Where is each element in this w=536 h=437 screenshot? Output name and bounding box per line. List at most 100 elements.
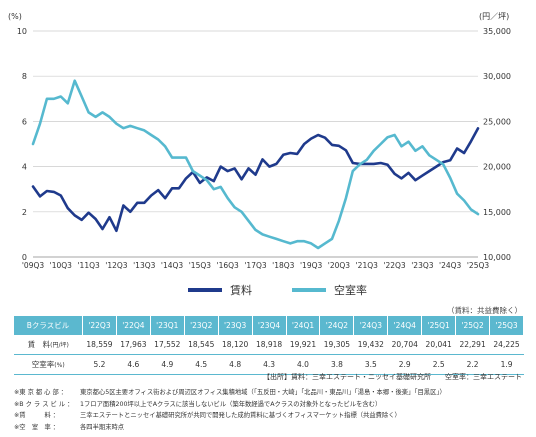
x-tick-label: '21Q3 — [356, 261, 379, 270]
table-cell: 19,921 — [286, 335, 320, 355]
table-header-quarter: '25Q3 — [489, 316, 524, 335]
series-line-rent — [31, 127, 480, 233]
table-cell: 19,305 — [319, 335, 354, 355]
x-tick-label: '17Q3 — [244, 261, 267, 270]
left-tick-label: 4 — [22, 163, 27, 172]
table-header-quarter: '24Q1 — [286, 316, 321, 335]
legend-label-rent: 賃料 — [230, 284, 252, 297]
right-tick-label: 20,000 — [483, 163, 511, 172]
footnote-label: ※B ク ラ ス ビ ル ： — [14, 400, 74, 408]
table-cell: 4.0 — [286, 354, 320, 375]
table-header-quarter: '24Q4 — [387, 316, 423, 335]
footnote-text: 東京都心5区主要オフィス街および周辺区オフィス集積地域（「五反田・大崎」「北品川… — [80, 389, 446, 396]
table-header-quarter: '23Q1 — [150, 316, 185, 335]
right-tick-label: 25,000 — [483, 117, 511, 126]
x-tick-label: '15Q3 — [189, 261, 212, 270]
footnote: ※空 室 率 ： 各四半期末時点 — [14, 422, 446, 434]
x-tick-label: '09Q3 — [22, 261, 45, 270]
table-cell: 18,559 — [82, 335, 117, 355]
table-header-quarter: '25Q2 — [455, 316, 491, 335]
right-tick-label: 35,000 — [483, 27, 511, 36]
table-cell: 4.9 — [150, 354, 185, 375]
table-header-label: Bクラスビル — [14, 316, 83, 335]
right-axis: 10,000 15,000 20,000 25,000 30,000 35,000 — [483, 27, 511, 262]
table-row: 賃 料(円/坪) 18,559 17,963 17,552 18,545 18,120 18… — [14, 335, 524, 355]
table-cell: 4.5 — [184, 354, 219, 375]
left-tick-label: 2 — [22, 208, 27, 217]
row-label-unit: (%) — [54, 362, 65, 369]
x-tick-label: '14Q3 — [161, 261, 184, 270]
table-cell: 20,041 — [421, 335, 456, 355]
table-row-label: 空室率(%) — [14, 354, 83, 375]
left-tick-label: 8 — [22, 72, 27, 81]
right-axis-unit: (円／坪) — [479, 12, 509, 21]
table-cell: 24,225 — [489, 335, 524, 355]
table-cell: 17,963 — [116, 335, 151, 355]
table-header-quarter: '23Q2 — [184, 316, 219, 335]
footnote-text: 三幸エステートとニッセイ基礎研究所が共同で開発した成約賃料に基づくオフィスマーケ… — [80, 412, 401, 419]
source-note: 【出所】賃料：三幸エステート・ニッセイ基礎研究所 空室率：三幸エステート — [263, 373, 522, 381]
table-header-quarter: '22Q4 — [116, 316, 151, 335]
left-axis: 0 2 4 6 8 10 — [17, 27, 27, 262]
table-cell: 4.6 — [116, 354, 151, 375]
series-line-vacancy — [31, 79, 480, 250]
table-header-quarter: '22Q3 — [82, 316, 117, 335]
legend-item-rent: 賃料 — [188, 282, 252, 298]
row-label-unit: (円/坪) — [50, 342, 69, 349]
series-lines — [31, 79, 480, 250]
table-row-label: 賃 料(円/坪) — [14, 335, 83, 355]
x-tick-label: '18Q3 — [272, 261, 295, 270]
footnote-text: 各四半期末時点 — [80, 423, 125, 431]
footnote: ※B ク ラ ス ビ ル ： 1フロア面積200坪以上でAクラスに該当しないビル（… — [14, 399, 446, 411]
footnote: ※賃 料 ： 三幸エステートとニッセイ基礎研究所が共同で開発した成約賃料に基づくオ… — [14, 410, 446, 422]
x-tick-label: '10Q3 — [50, 261, 73, 270]
footnote-label: ※東 京 都 心 部 ： — [14, 389, 68, 396]
table-cell: 18,545 — [184, 335, 219, 355]
footnote-label: ※空 室 率 ： — [14, 423, 60, 431]
table-cell: 2.9 — [387, 354, 422, 375]
footnote-text: 1フロア面積200坪以上でAクラスに該当しないビル（築年数経過でAクラスの対象外… — [80, 400, 382, 408]
footnotes: ※東 京 都 心 部 ： 東京都心5区主要オフィス街および周辺区オフィス集積地域（… — [14, 387, 446, 433]
left-axis-unit: (%) — [8, 12, 22, 21]
footnote-label: ※賃 料 ： — [14, 412, 60, 419]
table-header-quarter: '23Q3 — [218, 316, 253, 335]
table-cell: 3.5 — [353, 354, 388, 375]
table-cell: 4.8 — [218, 354, 253, 375]
line-chart: 0 2 4 6 8 10 10,000 15,000 20,000 25,000 30,000 35… — [8, 12, 511, 270]
grid — [33, 30, 478, 258]
left-tick-label: 6 — [22, 117, 27, 126]
right-tick-label: 15,000 — [483, 208, 511, 217]
x-tick-label: '20Q3 — [328, 261, 351, 270]
legend-swatch-rent — [188, 288, 222, 292]
legend: 賃料 空室率 — [0, 282, 536, 298]
data-table: Bクラスビル '22Q3'22Q4'23Q1'23Q2'23Q3'23Q4'24… — [14, 316, 524, 375]
table-header-quarter: '25Q1 — [421, 316, 457, 335]
x-tick-label: '23Q3 — [411, 261, 434, 270]
table-cell: 3.8 — [319, 354, 354, 375]
x-tick-label: '19Q3 — [300, 261, 323, 270]
row-label-text: 賃 料 — [27, 340, 51, 349]
x-tick-label: '22Q3 — [383, 261, 406, 270]
table-cell: 18,120 — [218, 335, 253, 355]
footnote: ※東 京 都 心 部 ： 東京都心5区主要オフィス街および周辺区オフィス集積地域（… — [14, 387, 446, 399]
x-axis: '09Q3 '10Q3 '11Q3 '12Q3 '13Q3 '14Q3 '15Q3 '16Q3… — [22, 261, 490, 270]
table-cell: 4.3 — [252, 354, 287, 375]
table-header-quarter: '24Q3 — [353, 316, 389, 335]
x-tick-label: '12Q3 — [105, 261, 128, 270]
table-cell: 19,432 — [353, 335, 388, 355]
table-cell: 2.2 — [455, 354, 490, 375]
x-tick-label: '13Q3 — [133, 261, 156, 270]
table-header-quarter: '24Q2 — [319, 316, 355, 335]
table-cell: 18,918 — [252, 335, 287, 355]
table-cell: 20,704 — [387, 335, 422, 355]
x-tick-label: '11Q3 — [77, 261, 100, 270]
row-label-text: 空室率 — [31, 360, 55, 369]
legend-label-vacancy: 空室率 — [334, 284, 367, 297]
table-cell: 5.2 — [82, 354, 117, 375]
table-header-row: Bクラスビル '22Q3'22Q4'23Q1'23Q2'23Q3'23Q4'24… — [14, 316, 524, 335]
table-row: 空室率(%) 5.2 4.6 4.9 4.5 4.8 4.3 4.0 3.8 3.5 2.9 2.5 2… — [14, 354, 524, 375]
table-header-quarter: '23Q4 — [252, 316, 287, 335]
x-tick-label: '24Q3 — [439, 261, 462, 270]
legend-item-vacancy: 空室率 — [292, 282, 367, 298]
table-notice: （賃料：共益費除く） — [447, 306, 522, 315]
